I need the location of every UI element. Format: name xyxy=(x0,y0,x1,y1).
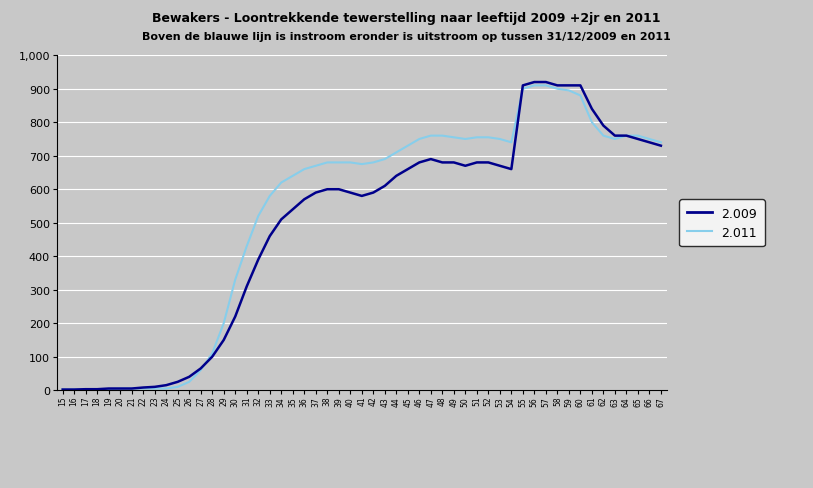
Legend: 2.009, 2.011: 2.009, 2.011 xyxy=(679,200,765,247)
Text: Boven de blauwe lijn is instroom eronder is uitstroom op tussen 31/12/2009 en 20: Boven de blauwe lijn is instroom eronder… xyxy=(142,32,671,41)
Text: Bewakers - Loontrekkende tewerstelling naar leeftijd 2009 +2jr en 2011: Bewakers - Loontrekkende tewerstelling n… xyxy=(152,12,661,25)
